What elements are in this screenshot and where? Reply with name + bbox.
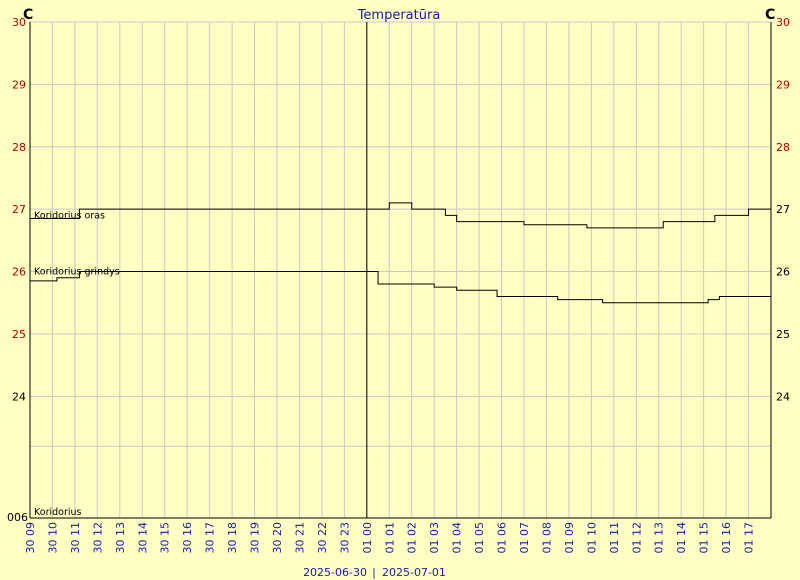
y-tick-label-left: 25	[12, 328, 26, 341]
x-tick-label: 30 12	[91, 522, 104, 554]
bottom-value-label: 006	[7, 511, 28, 524]
x-tick-label: 01 11	[608, 522, 621, 554]
date-right: 2025-07-01	[382, 566, 446, 579]
y-tick-label-right: 24	[776, 390, 790, 403]
x-tick-label: 01 00	[361, 522, 374, 554]
series-label: Koridorius oras	[34, 210, 105, 221]
x-tick-label: 30 22	[316, 522, 329, 554]
x-tick-label: 30 17	[204, 522, 217, 554]
y-tick-label-right: 30	[776, 16, 790, 29]
series-line	[30, 202, 771, 229]
y-tick-label-left: 24	[12, 390, 26, 403]
x-tick-label: 01 15	[698, 522, 711, 554]
chart-title: Temperatūra	[357, 8, 441, 23]
x-tick-label: 01 13	[653, 522, 666, 554]
x-tick-label: 30 18	[226, 522, 239, 554]
x-tick-label: 01 08	[540, 522, 553, 554]
y-tick-label-left: 30	[12, 16, 26, 29]
date-separator: |	[372, 566, 376, 579]
x-tick-label: 01 02	[406, 522, 419, 554]
x-tick-label: 01 17	[743, 522, 756, 554]
x-tick-label: 30 10	[46, 522, 59, 554]
left-unit-label: C	[23, 7, 33, 23]
x-tick-label: 01 05	[473, 522, 486, 554]
series-line	[30, 271, 771, 304]
x-tick-label: 01 03	[428, 522, 441, 554]
x-tick-label: 30 11	[69, 522, 82, 554]
series-group	[30, 202, 771, 304]
grid	[29, 21, 772, 518]
series-label: Koridorius grindys	[34, 267, 120, 278]
x-tick-label: 30 16	[181, 522, 194, 554]
x-tick-label: 30 21	[293, 522, 306, 554]
x-tick-label: 01 04	[451, 522, 464, 554]
x-tick-label: 30 19	[249, 522, 262, 554]
axes	[29, 22, 772, 519]
y-tick-label-right: 25	[776, 328, 790, 341]
y-tick-label-right: 28	[776, 141, 790, 154]
x-tick-label: 30 23	[338, 522, 351, 554]
x-tick-label: 01 12	[630, 522, 643, 554]
y-tick-label-left: 28	[12, 141, 26, 154]
x-tick-label: 30 09	[24, 522, 37, 554]
right-unit-label: C	[765, 7, 775, 23]
x-tick-label: 01 09	[563, 522, 576, 554]
y-tick-label-right: 27	[776, 203, 790, 216]
y-tick-label-left: 26	[12, 266, 26, 279]
x-tick-label: 30 13	[114, 522, 127, 554]
x-tick-label: 01 10	[585, 522, 598, 554]
y-tick-label-right: 26	[776, 266, 790, 279]
date-left: 2025-06-30	[303, 566, 367, 579]
x-tick-label: 30 14	[136, 522, 149, 554]
y-tick-label-left: 29	[12, 78, 26, 91]
x-tick-label: 30 15	[159, 522, 172, 554]
y-tick-label-left: 27	[12, 203, 26, 216]
x-tick-label: 01 07	[518, 522, 531, 554]
x-tick-label: 01 14	[675, 522, 688, 554]
x-tick-label: 01 06	[496, 522, 509, 554]
x-tick-label: 01 16	[720, 522, 733, 554]
x-tick-label: 30 20	[271, 522, 284, 554]
y-tick-label-right: 29	[776, 78, 790, 91]
x-tick-label: 01 01	[383, 522, 396, 554]
series-label: Koridorius	[34, 507, 82, 518]
